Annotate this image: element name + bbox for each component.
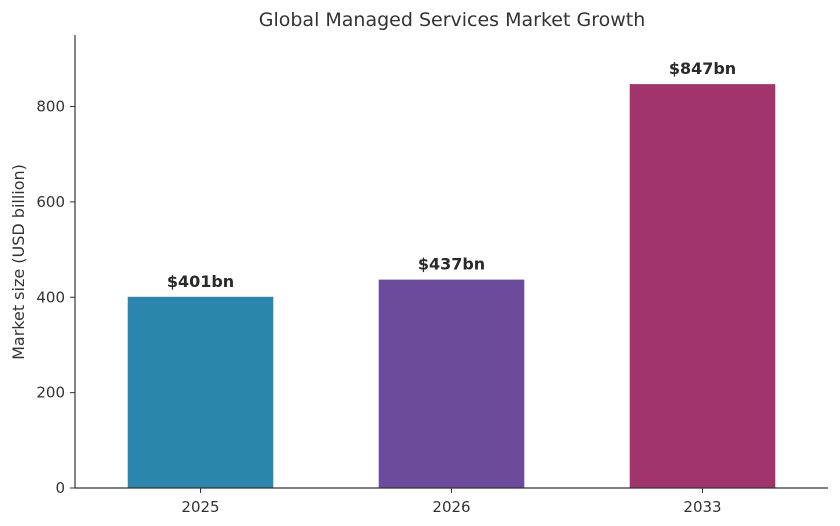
y-tick-label-600: 600 bbox=[36, 193, 65, 211]
y-tick-label-400: 400 bbox=[36, 288, 65, 306]
x-axis: 2025 2026 2033 bbox=[75, 487, 828, 516]
x-tick-label-2025: 2025 bbox=[181, 498, 219, 516]
bar-2033 bbox=[629, 84, 776, 488]
y-axis: 0 200 400 600 800 bbox=[36, 35, 76, 497]
x-tick-label-2033: 2033 bbox=[683, 498, 721, 516]
y-tick-label-800: 800 bbox=[36, 98, 65, 116]
y-tick-label-0: 0 bbox=[55, 479, 65, 497]
data-label-2025: $401bn bbox=[167, 272, 234, 291]
y-axis-label: Market size (USD billion) bbox=[9, 164, 28, 360]
x-tick-label-2026: 2026 bbox=[432, 498, 470, 516]
bar-2025 bbox=[127, 296, 274, 488]
data-label-2026: $437bn bbox=[418, 255, 485, 274]
data-labels-group: $401bn $437bn $847bn bbox=[167, 59, 736, 291]
chart-title: Global Managed Services Market Growth bbox=[259, 9, 646, 31]
bar-2026 bbox=[378, 279, 525, 488]
y-tick-label-200: 200 bbox=[36, 384, 65, 402]
bars-group bbox=[127, 84, 776, 488]
data-label-2033: $847bn bbox=[669, 59, 736, 78]
